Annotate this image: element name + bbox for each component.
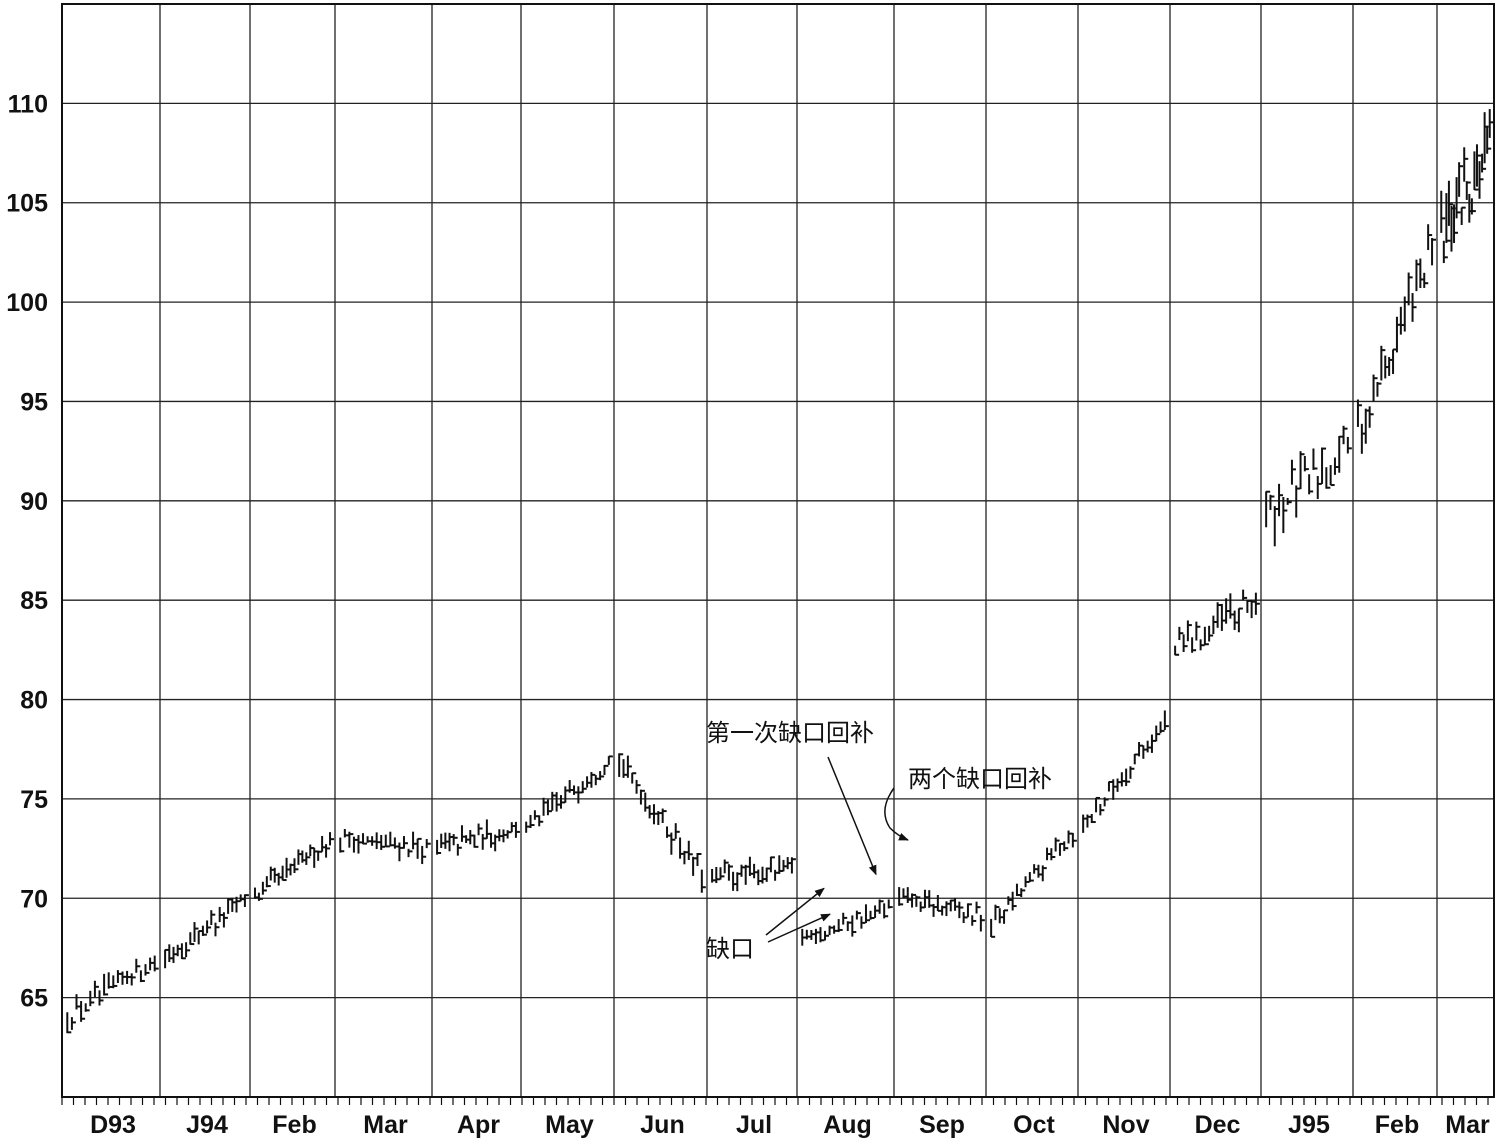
x-tick-label: Feb	[1375, 1111, 1419, 1139]
x-axis-tick-labels: D93 J94 Feb Mar Apr May Jun Jul Aug Sep Oct Nov Dec J…	[90, 1111, 1490, 1139]
grid-lines	[61, 4, 1494, 1105]
y-tick-label: 90	[20, 488, 48, 516]
y-tick-label: 85	[20, 587, 48, 615]
y-tick-label: 95	[20, 388, 48, 416]
y-tick-label: 100	[6, 289, 48, 317]
annotation-arrow	[827, 756, 877, 876]
price-bars	[66, 109, 1494, 1034]
x-tick-label: Jul	[736, 1111, 772, 1139]
x-tick-label: J94	[186, 1111, 228, 1139]
y-tick-label: 70	[20, 885, 48, 913]
y-axis-tick-labels: 65 70 75 80 85 90 95 100 105 110	[6, 90, 48, 1012]
y-tick-label: 75	[20, 786, 48, 814]
x-tick-label: Mar	[363, 1111, 408, 1139]
annotation-arrow	[767, 913, 831, 943]
annotation-label: 第一次缺口回补	[706, 719, 874, 747]
x-tick-label: D93	[90, 1111, 136, 1139]
x-tick-label: Mar	[1445, 1111, 1490, 1139]
y-tick-label: 110	[8, 90, 48, 118]
x-tick-label: Dec	[1195, 1111, 1241, 1139]
y-tick-label: 105	[6, 190, 48, 218]
x-tick-label: J95	[1288, 1111, 1330, 1139]
annotation-label: 两个缺口回补	[908, 765, 1052, 793]
x-tick-label: May	[545, 1111, 594, 1139]
x-tick-label: Oct	[1013, 1111, 1055, 1139]
x-tick-label: Apr	[457, 1111, 500, 1139]
plot-frame	[61, 3, 1495, 1098]
x-tick-label: Jun	[640, 1111, 684, 1139]
annotation-arrow	[884, 787, 909, 841]
x-tick-label: Aug	[823, 1111, 872, 1139]
annotation-label: 缺口	[706, 935, 754, 963]
x-tick-label: Sep	[919, 1111, 965, 1139]
y-tick-label: 65	[20, 985, 48, 1013]
y-tick-label: 80	[20, 687, 48, 715]
annotation-arrow	[765, 887, 825, 936]
x-tick-label: Nov	[1102, 1111, 1149, 1139]
x-tick-label: Feb	[272, 1111, 316, 1139]
